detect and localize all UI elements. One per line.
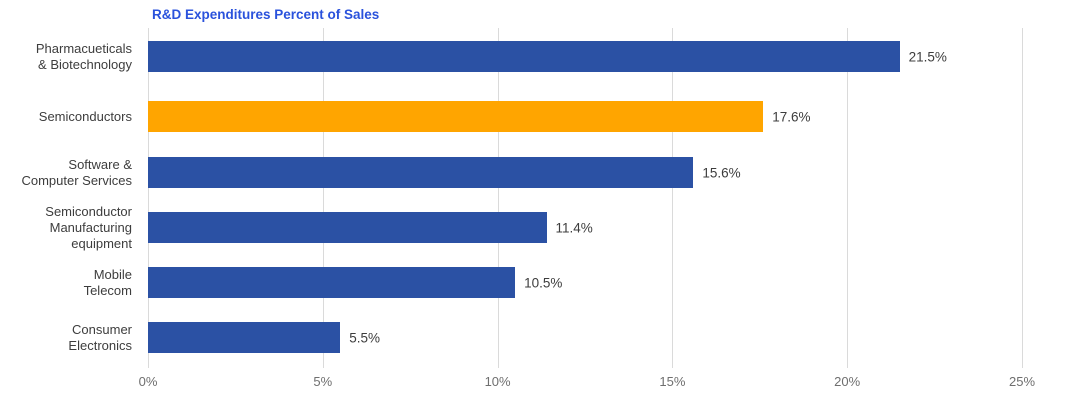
gridline [322, 28, 324, 368]
category-label: Consumer Electronics [68, 321, 132, 353]
x-axis-tick-label: 20% [834, 374, 861, 389]
category-axis: Pharmacueticals & Biotechnology Semicondu… [0, 28, 140, 368]
category-label: Pharmacueticals & Biotechnology [35, 40, 132, 72]
gridline [497, 28, 499, 368]
x-axis: 0% 5% 10% 15% 20% 25% [139, 368, 1035, 400]
gridline [847, 28, 849, 368]
chart-title: R&D Expenditures Percent of Sales [152, 7, 380, 22]
category-label: Semiconductors [38, 108, 132, 124]
value-label: 10.5% [524, 275, 563, 290]
gridline [1022, 28, 1023, 368]
value-label: 15.6% [702, 165, 741, 180]
plot-area: 21.5% 17.6% 15.6% 11.4% 10.5% 5.5% [148, 28, 1023, 368]
bar-mobile-telecom [148, 267, 516, 298]
bar-software-computer-services [148, 157, 694, 188]
bar-semiconductor-manufacturing-equipment [148, 212, 547, 243]
bar-semiconductors [148, 101, 764, 132]
x-axis-tick-label: 25% [1008, 374, 1036, 389]
category-label: Mobile Telecom [83, 266, 132, 298]
x-axis-tick-label: 5% [313, 374, 333, 389]
gridline [672, 28, 674, 368]
bar-consumer-electronics [148, 322, 341, 353]
x-axis-tick-label: 15% [659, 374, 686, 389]
value-label: 21.5% [908, 49, 947, 64]
bar-pharmacueticals-biotechnology [148, 41, 900, 72]
gridline [148, 28, 149, 368]
x-axis-tick-label: 10% [484, 374, 511, 389]
value-label: 17.6% [772, 109, 811, 124]
category-label: Semiconductor Manufacturing equipment [45, 203, 132, 251]
category-label: Software & Computer Services [21, 156, 132, 188]
x-axis-tick-label: 0% [138, 374, 158, 389]
value-label: 11.4% [555, 220, 593, 235]
value-label: 5.5% [349, 330, 381, 345]
